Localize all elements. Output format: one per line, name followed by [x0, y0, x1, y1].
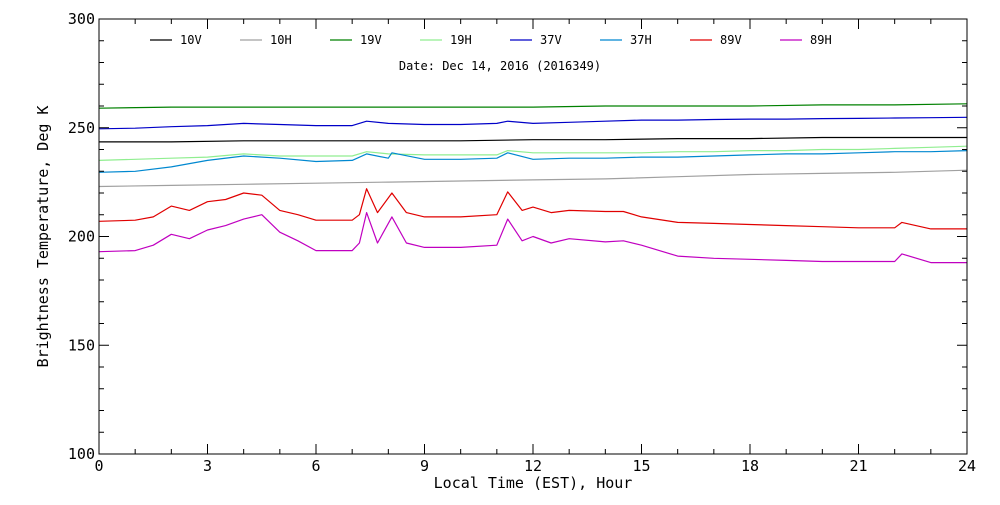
legend: 10V 10H 19V 19H 37V 37H 89V 89H [150, 33, 832, 47]
x-tick-label: 15 [632, 457, 650, 475]
legend-label-10v: 10V [180, 33, 202, 47]
x-tick-label: 9 [420, 457, 429, 475]
legend-label-37h: 37H [630, 33, 652, 47]
x-tick-label: 18 [741, 457, 759, 475]
x-tick-label: 3 [203, 457, 212, 475]
series-line-89h [98, 212, 967, 264]
x-tick-label: 24 [958, 457, 976, 475]
series-line-89v [98, 188, 967, 230]
legend-label-89h: 89H [810, 33, 832, 47]
series-layer [98, 103, 968, 264]
chart-subtitle: Date: Dec 14, 2016 (2016349) [399, 59, 601, 73]
ticks-layer: 0 3 6 9 12 15 18 21 24 100 150 200 250 300 [68, 10, 976, 475]
y-axis-title: Brightness Temperature, Deg K [34, 106, 52, 368]
y-tick-label: 100 [68, 445, 95, 463]
series-line-37v [98, 116, 968, 130]
legend-label-10h: 10H [270, 33, 292, 47]
x-tick-label: 0 [94, 457, 103, 475]
y-tick-label: 300 [68, 10, 95, 28]
y-tick-label: 150 [68, 336, 95, 354]
series-line-19h [98, 145, 968, 161]
legend-label-37v: 37V [540, 33, 562, 47]
legend-label-19h: 19H [450, 33, 472, 47]
legend-label-19v: 19V [360, 33, 382, 47]
series-line-37h [98, 150, 968, 173]
legend-label-89v: 89V [720, 33, 742, 47]
series-line-10v [99, 136, 967, 143]
series-line-19v [98, 103, 968, 109]
y-tick-label: 200 [68, 228, 95, 246]
x-tick-label: 6 [311, 457, 320, 475]
series-line-10h [98, 169, 968, 188]
x-axis-title: Local Time (EST), Hour [434, 474, 633, 492]
x-tick-label: 12 [524, 457, 542, 475]
x-tick-label: 21 [849, 457, 867, 475]
y-tick-label: 250 [68, 119, 95, 137]
